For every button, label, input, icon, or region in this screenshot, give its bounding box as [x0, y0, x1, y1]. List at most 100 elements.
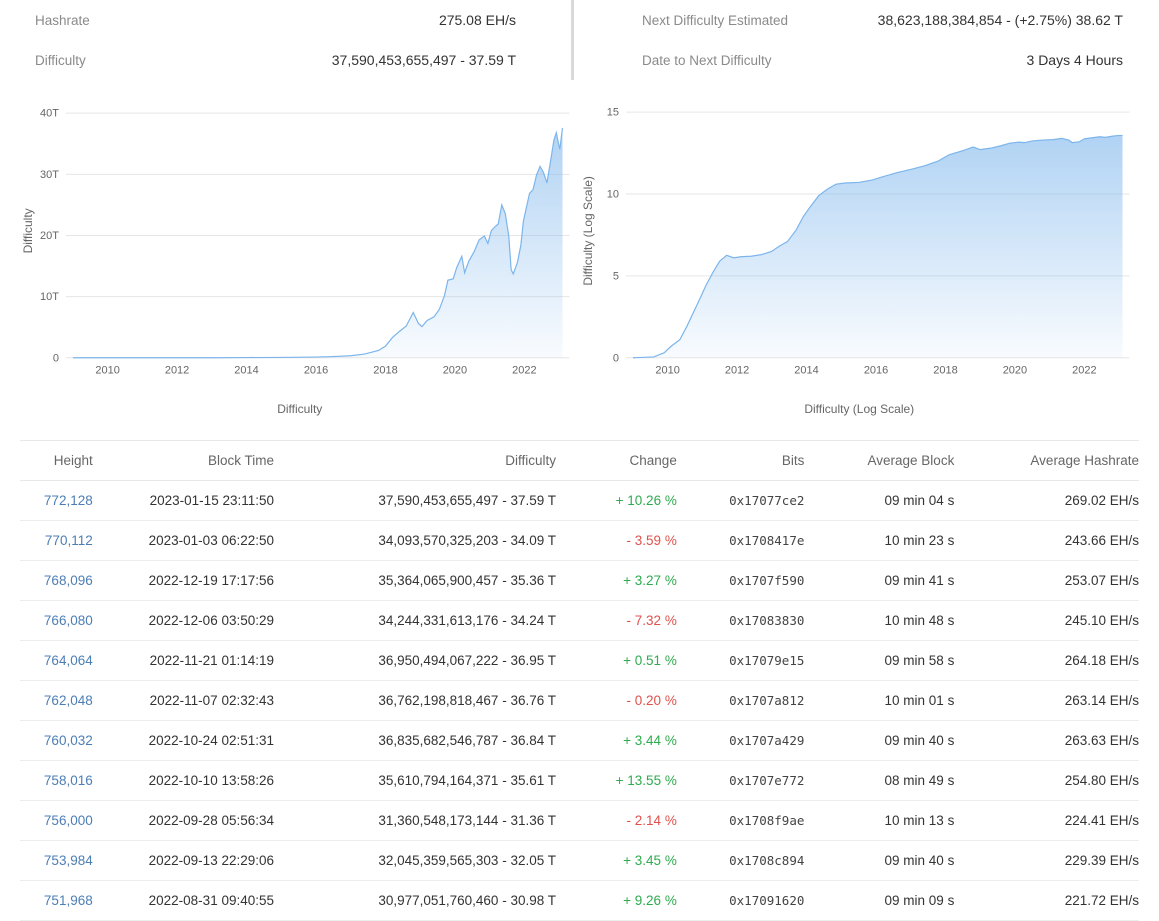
column-header-average-block: Average Block: [804, 439, 955, 481]
table-row: 758,016 2022-10-10 13:58:26 35,610,794,164…: [20, 760, 1139, 801]
difficulty-log-chart: 0 5 10 15 2010 2012 2014 2016 2018 2020 2022 Diffic…: [580, 90, 1140, 416]
cell-change: + 13.55 %: [555, 760, 677, 801]
table-row: 760,032 2022-10-24 02:51:31 36,835,682,546…: [20, 720, 1139, 761]
cell-average-hashrate: 229.39 EH/s: [954, 840, 1139, 881]
cell-difficulty: 31,360,548,173,144 - 31.36 T: [274, 800, 556, 841]
cell-change: + 3.44 %: [555, 720, 677, 761]
cell-average-block: 10 min 23 s: [804, 520, 955, 561]
x-tick-label: 2020: [443, 365, 467, 377]
x-tick-label: 2014: [794, 365, 818, 377]
difficulty-log-chart-caption: Difficulty (Log Scale): [804, 401, 915, 416]
cell-height: 762,048: [20, 680, 93, 721]
block-height-link[interactable]: 762,048: [43, 692, 93, 708]
cell-block-time: 2022-10-10 13:58:26: [92, 760, 274, 801]
table-row: 764,064 2022-11-21 01:14:19 36,950,494,067…: [20, 640, 1139, 681]
x-tick-label: 2012: [165, 365, 189, 377]
cell-change: + 3.45 %: [555, 840, 677, 881]
cell-difficulty: 35,364,065,900,457 - 35.36 T: [274, 560, 556, 601]
cell-difficulty: 35,610,794,164,371 - 35.61 T: [274, 760, 556, 801]
stats-right: Next Difficulty Estimated 38,623,188,384…: [574, 0, 1139, 80]
date-to-next-label: Date to Next Difficulty: [642, 52, 772, 68]
chart-svg: 0 5 10 15 2010 2012 2014 2016 2018 2020 2022 Diffic…: [580, 107, 1130, 377]
cell-average-hashrate: 263.63 EH/s: [954, 720, 1139, 761]
cell-block-time: 2022-09-13 22:29:06: [92, 840, 274, 881]
cell-average-block: 10 min 13 s: [804, 800, 955, 841]
column-header-change: Change: [555, 439, 677, 481]
block-height-link[interactable]: 766,080: [43, 612, 93, 628]
cell-change: + 10.26 %: [555, 480, 677, 521]
y-tick-label: 15: [606, 107, 618, 119]
difficulty-value: 37,590,453,655,497 - 37.59 T: [331, 52, 516, 68]
cell-difficulty: 32,045,359,565,303 - 32.05 T: [274, 840, 556, 881]
difficulty-table-body: 772,128 2023-01-15 23:11:50 37,590,453,655…: [20, 480, 1139, 921]
cell-block-time: 2023-01-03 06:22:50: [92, 520, 274, 561]
cell-bits: 0x1708f9ae: [676, 800, 805, 841]
stats-left: Hashrate 275.08 EH/s Difficulty 37,590,4…: [20, 0, 574, 80]
column-header-bits: Bits: [676, 439, 805, 481]
y-axis-title: Difficulty (Log Scale): [580, 176, 594, 286]
table-row: 753,984 2022-09-13 22:29:06 32,045,359,565…: [20, 840, 1139, 881]
stat-row-next-difficulty: Next Difficulty Estimated 38,623,188,384…: [642, 0, 1123, 40]
cell-height: 751,968: [20, 880, 93, 921]
cell-bits: 0x17077ce2: [676, 480, 805, 521]
cell-difficulty: 36,950,494,067,222 - 36.95 T: [274, 640, 556, 681]
cell-average-block: 09 min 09 s: [804, 880, 955, 921]
cell-average-hashrate: 224.41 EH/s: [954, 800, 1139, 841]
y-axis-title: Difficulty: [21, 208, 35, 253]
block-height-link[interactable]: 764,064: [43, 652, 93, 668]
x-tick-label: 2014: [234, 365, 258, 377]
column-header-height: Height: [20, 439, 93, 481]
series-line: [72, 127, 564, 359]
charts-section: 0 10T 20T 30T 40T 2010 2012 2014 2016 2018 2020 202…: [20, 90, 1139, 416]
block-height-link[interactable]: 751,968: [43, 892, 93, 908]
cell-block-time: 2022-12-06 03:50:29: [92, 600, 274, 641]
y-tick-label: 10T: [40, 291, 59, 303]
cell-change: - 3.59 %: [555, 520, 677, 561]
cell-block-time: 2022-11-21 01:14:19: [92, 640, 274, 681]
x-tick-label: 2012: [724, 365, 748, 377]
block-height-link[interactable]: 753,984: [43, 852, 93, 868]
cell-height: 758,016: [20, 760, 93, 801]
cell-change: + 3.27 %: [555, 560, 677, 601]
cell-block-time: 2023-01-15 23:11:50: [92, 480, 274, 521]
cell-difficulty: 37,590,453,655,497 - 37.59 T: [274, 480, 556, 521]
block-height-link[interactable]: 760,032: [43, 732, 93, 748]
cell-height: 768,096: [20, 560, 93, 601]
column-header-block-time: Block Time: [92, 439, 274, 481]
cell-bits: 0x17091620: [676, 880, 805, 921]
table-row: 768,096 2022-12-19 17:17:56 35,364,065,900…: [20, 560, 1139, 601]
cell-bits: 0x1707a429: [676, 720, 805, 761]
block-height-link[interactable]: 756,000: [43, 812, 93, 828]
cell-bits: 0x17079e15: [676, 640, 805, 681]
cell-difficulty: 36,835,682,546,787 - 36.84 T: [274, 720, 556, 761]
block-height-link[interactable]: 758,016: [43, 772, 93, 788]
cell-average-hashrate: 264.18 EH/s: [954, 640, 1139, 681]
cell-height: 756,000: [20, 800, 93, 841]
cell-height: 766,080: [20, 600, 93, 641]
table-header-row: Height Block Time Difficulty Change Bits…: [20, 439, 1139, 481]
difficulty-chart-caption: Difficulty: [277, 401, 323, 416]
cell-average-block: 09 min 04 s: [804, 480, 955, 521]
cell-bits: 0x1707a812: [676, 680, 805, 721]
cell-bits: 0x17083830: [676, 600, 805, 641]
table-row: 762,048 2022-11-07 02:32:43 36,762,198,818…: [20, 680, 1139, 721]
cell-average-hashrate: 245.10 EH/s: [954, 600, 1139, 641]
cell-bits: 0x1707f590: [676, 560, 805, 601]
cell-bits: 0x1708417e: [676, 520, 805, 561]
cell-average-hashrate: 243.66 EH/s: [954, 520, 1139, 561]
cell-change: + 9.26 %: [555, 880, 677, 921]
block-height-link[interactable]: 772,128: [43, 492, 93, 508]
y-tick-label: 10: [606, 189, 618, 201]
cell-height: 760,032: [20, 720, 93, 761]
difficulty-history-table: Height Block Time Difficulty Change Bits…: [20, 439, 1139, 921]
cell-height: 764,064: [20, 640, 93, 681]
cell-bits: 0x1707e772: [676, 760, 805, 801]
block-height-link[interactable]: 768,096: [43, 572, 93, 588]
y-tick-label: 20T: [40, 230, 59, 242]
cell-difficulty: 36,762,198,818,467 - 36.76 T: [274, 680, 556, 721]
x-tick-label: 2016: [863, 365, 887, 377]
block-height-link[interactable]: 770,112: [44, 532, 93, 548]
stats-panel: Hashrate 275.08 EH/s Difficulty 37,590,4…: [20, 0, 1139, 80]
column-header-average-hashrate: Average Hashrate: [954, 439, 1139, 481]
